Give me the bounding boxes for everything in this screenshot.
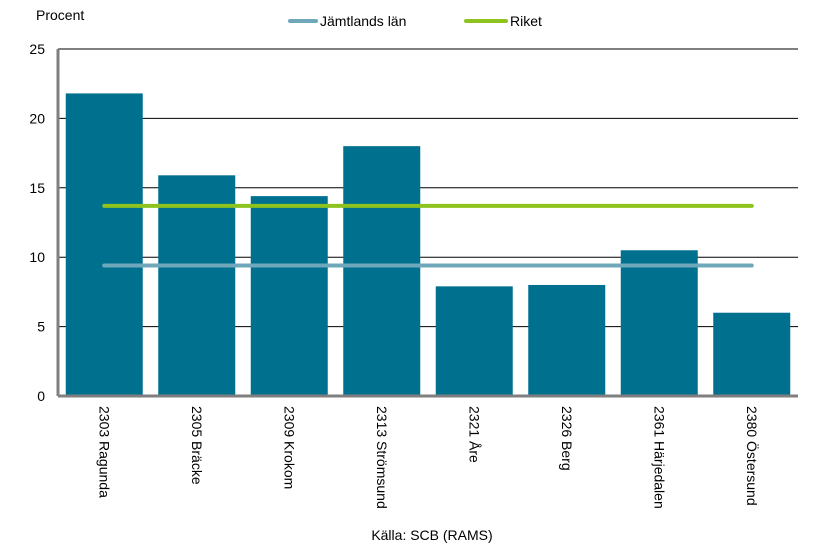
category-label: 2321 Åre (466, 406, 482, 463)
y-tick-labels: 0 5 10 15 20 25 (29, 41, 45, 404)
category-label: 2305 Bräcke (189, 406, 205, 485)
y-axis-title: Procent (36, 7, 84, 23)
bar (528, 284, 606, 396)
bar (158, 175, 236, 396)
category-label: 2309 Krokom (281, 406, 297, 489)
y-tick-label: 20 (29, 110, 45, 126)
category-label: 2380 Östersund (744, 406, 761, 506)
legend-label: Riket (510, 13, 542, 29)
bar (343, 146, 421, 396)
y-tick-label: 25 (29, 41, 45, 57)
source-note: Källa: SCB (RAMS) (371, 527, 492, 543)
bar (250, 196, 328, 396)
bar (435, 286, 513, 396)
category-label: 2313 Strömsund (374, 406, 390, 509)
y-tick-label: 15 (29, 180, 45, 196)
axes (56, 49, 798, 398)
bar (713, 312, 791, 396)
bar (65, 93, 143, 396)
category-label: 2303 Ragunda (96, 406, 112, 498)
category-label: 2326 Berg (559, 406, 575, 471)
bars (65, 93, 791, 396)
y-tick-label: 0 (37, 388, 45, 404)
category-label: 2361 Härjedalen (651, 406, 667, 509)
bar (620, 250, 698, 396)
category-labels: 2303 Ragunda 2305 Bräcke 2309 Krokom 2313 S… (96, 406, 761, 509)
y-tick-label: 10 (29, 249, 45, 265)
reference-lines (102, 203, 754, 268)
legend: Jämtlands län Riket (288, 13, 542, 29)
y-tick-label: 5 (37, 319, 45, 335)
legend-label: Jämtlands län (320, 13, 406, 29)
